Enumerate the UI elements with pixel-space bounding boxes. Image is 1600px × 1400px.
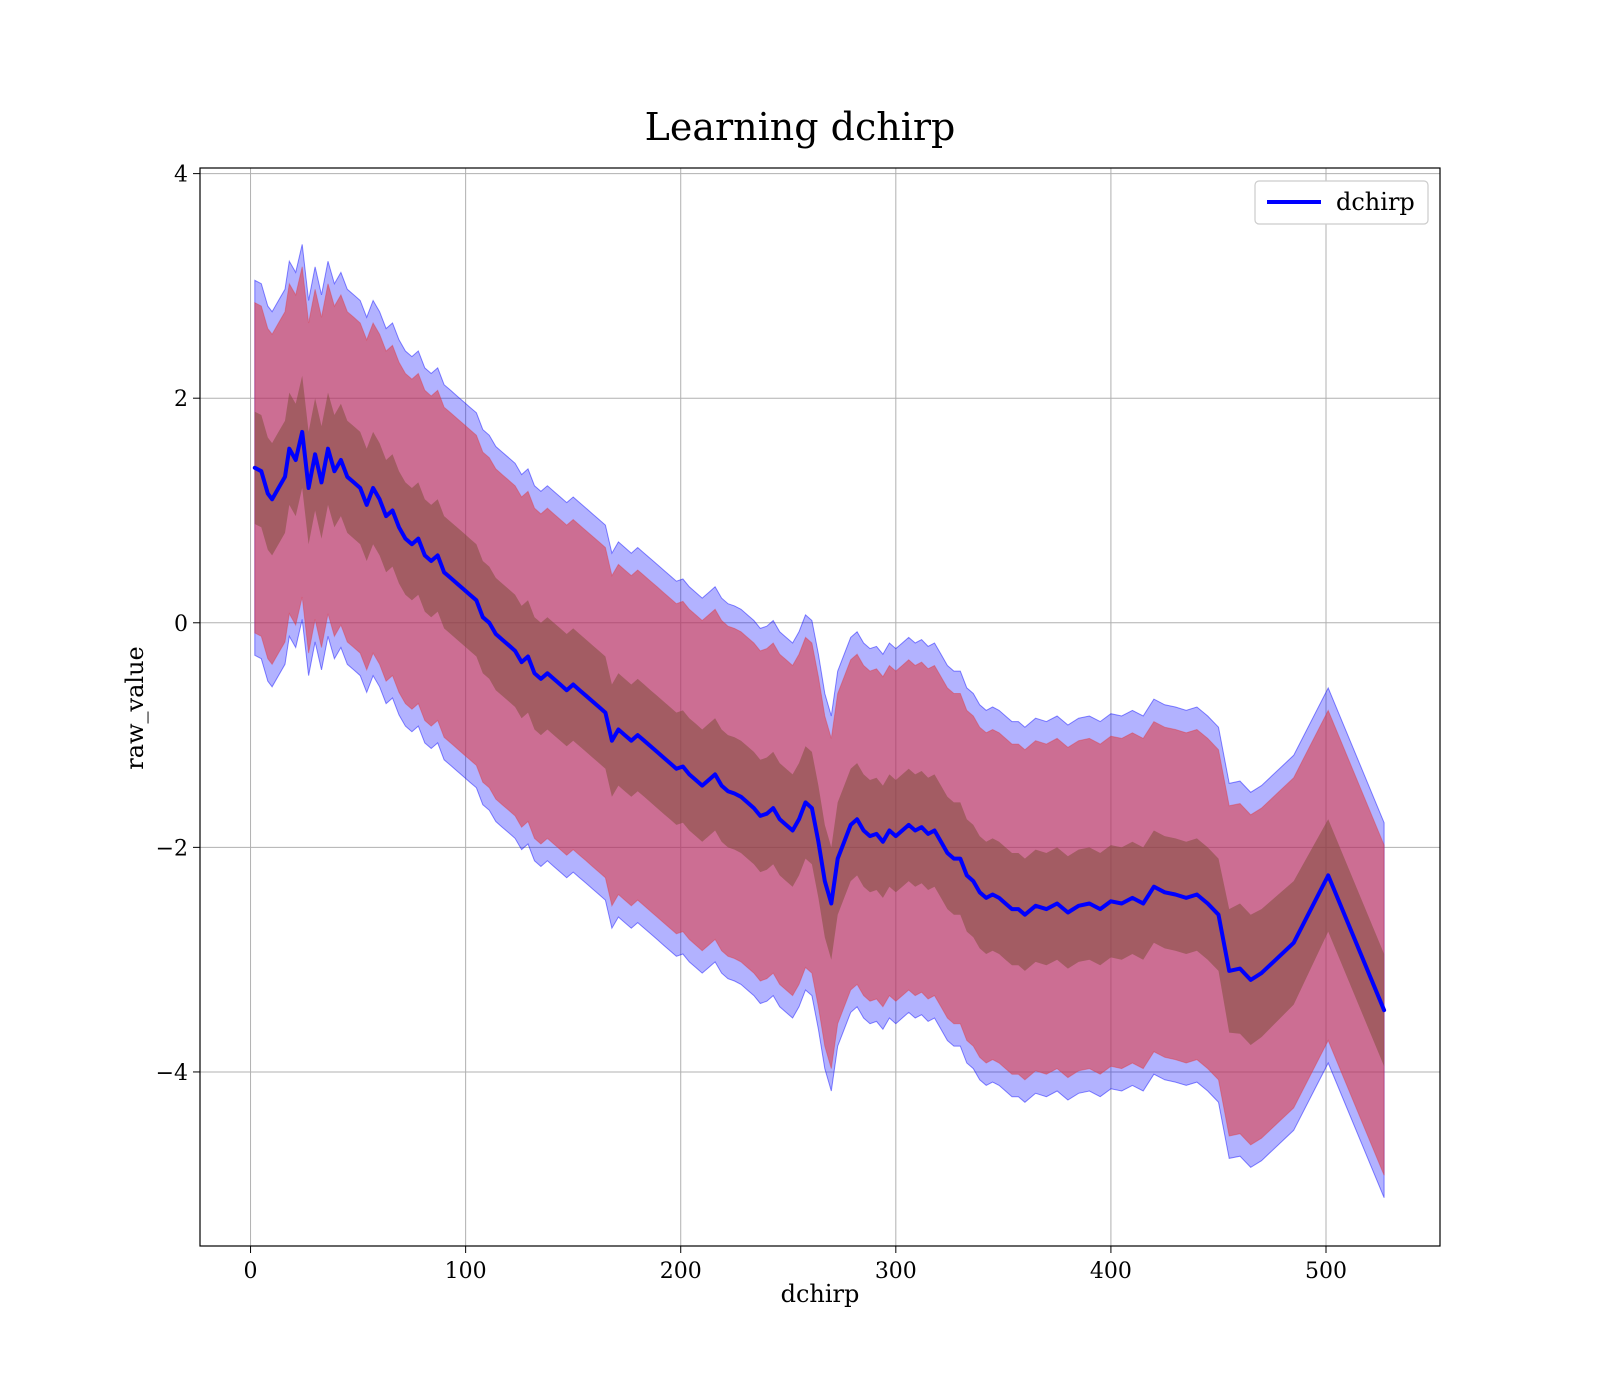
- legend-label-dchirp: dchirp: [1336, 188, 1415, 216]
- confidence-bands: [254, 244, 1385, 1198]
- legend: dchirp: [1254, 180, 1429, 225]
- band-inner: [254, 375, 1385, 1067]
- x-tick-label-100: 100: [445, 1259, 487, 1284]
- x-axis-label: dchirp: [781, 1280, 860, 1308]
- x-tick-label-300: 300: [875, 1259, 917, 1284]
- y-axis-label: raw_value: [121, 646, 149, 770]
- y-tick-label-2: 2: [174, 387, 188, 412]
- grid: [200, 168, 1440, 1246]
- y-tick-label--2: −2: [156, 836, 188, 861]
- chart-title: Learning dchirp: [645, 105, 956, 149]
- x-tick-label-400: 400: [1090, 1259, 1132, 1284]
- series-line-dchirp: [252, 429, 1387, 1013]
- y-tick-label-4: 4: [174, 163, 188, 188]
- series-lines: [252, 429, 1387, 1013]
- legend-box: [1254, 180, 1429, 225]
- x-tick-label-200: 200: [660, 1259, 702, 1284]
- x-tick-label-500: 500: [1305, 1259, 1347, 1284]
- y-tick-label-0: 0: [174, 612, 188, 637]
- axis-ticks: 0 100 200 300 400 500 −4 −2 0 2 4: [156, 163, 1347, 1284]
- x-tick-label-0: 0: [244, 1259, 258, 1284]
- y-tick-label--4: −4: [156, 1061, 188, 1086]
- plot-frame: [199, 167, 1441, 1247]
